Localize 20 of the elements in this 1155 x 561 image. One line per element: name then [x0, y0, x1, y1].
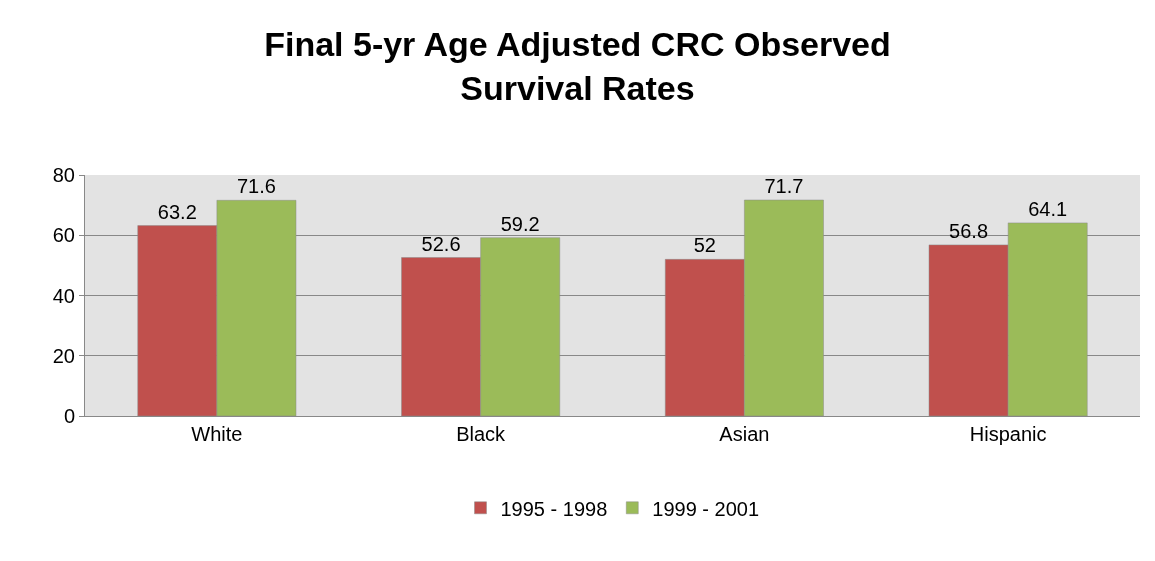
chart-title: Final 5-yr Age Adjusted CRC Observed Survival Rates — [264, 25, 891, 108]
y-tick-label: 0 — [63, 405, 75, 427]
x-tick-label: White — [191, 423, 243, 445]
x-tick-label: Black — [456, 423, 507, 445]
data-label: 71.6 — [236, 175, 276, 198]
y-tick-label: 80 — [52, 164, 75, 186]
y-tick-label: 40 — [52, 284, 75, 307]
y-tick-label: 60 — [52, 224, 75, 247]
legend-label: 1995 - 1998 — [500, 497, 608, 520]
x-tick-label: Hispanic — [969, 423, 1047, 445]
data-label: 56.8 — [949, 219, 989, 242]
data-label: 71.7 — [764, 175, 804, 197]
x-tick-label: Asian — [719, 423, 770, 445]
data-label: 52 — [693, 234, 716, 257]
data-label: 52.6 — [421, 232, 461, 255]
data-label: 63.2 — [157, 200, 197, 223]
legend-label: 1999 - 2001 — [652, 497, 760, 520]
y-tick-label: 20 — [52, 344, 75, 367]
data-label: 59.2 — [500, 212, 540, 235]
data-label: 64.1 — [1028, 197, 1068, 220]
